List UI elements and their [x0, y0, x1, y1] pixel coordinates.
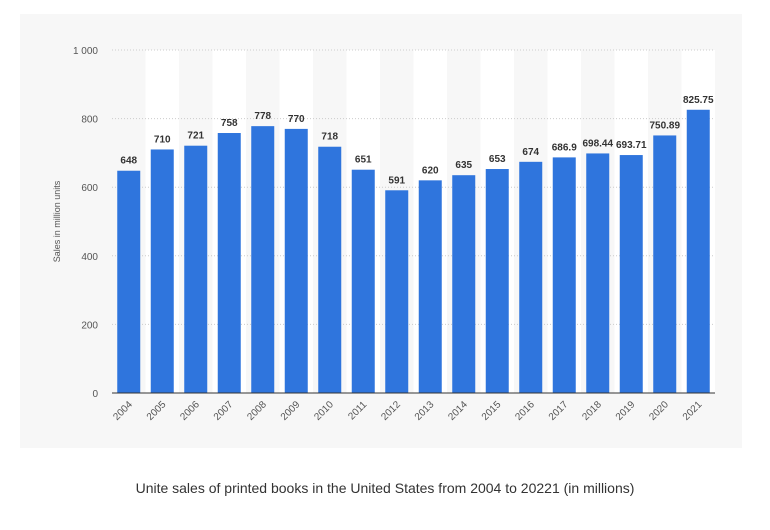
- x-tick-label: 2018: [580, 399, 604, 423]
- bar-2015: [485, 169, 509, 393]
- y-tick-label: 1 000: [73, 46, 98, 57]
- bar-2010: [318, 146, 342, 393]
- data-label: 651: [355, 155, 372, 166]
- bar-2006: [184, 145, 208, 393]
- x-tick-label: 2020: [647, 399, 671, 423]
- bar-2005: [150, 149, 174, 393]
- x-tick-label: 2005: [145, 399, 169, 423]
- data-label: 825.75: [683, 95, 714, 106]
- x-tick-label: 2009: [279, 399, 303, 423]
- data-label: 653: [489, 154, 506, 165]
- bar-2013: [418, 180, 442, 393]
- y-axis-title: Sales in million units: [52, 180, 62, 262]
- data-label: 721: [187, 131, 204, 142]
- x-tick-label: 2004: [111, 399, 135, 423]
- x-tick-label: 2007: [212, 399, 236, 423]
- bar-2011: [351, 169, 375, 393]
- bar-2016: [519, 161, 543, 393]
- chart-caption: Unite sales of printed books in the Unit…: [135, 480, 635, 496]
- bar-2004: [117, 170, 141, 393]
- bar-2017: [552, 157, 576, 393]
- y-tick-label: 800: [81, 115, 98, 126]
- y-tick-label: 600: [81, 183, 98, 194]
- bar-chart: 0 200 400 600 800 1 000 Sales in million units…: [52, 46, 715, 423]
- data-label: 620: [422, 165, 439, 176]
- bar-2012: [385, 190, 409, 393]
- data-label: 635: [455, 160, 472, 171]
- x-tick-label: 2016: [513, 399, 537, 423]
- data-label: 648: [120, 156, 137, 167]
- data-label: 710: [154, 134, 171, 145]
- data-label: 718: [321, 132, 338, 143]
- x-tick-label: 2014: [446, 399, 470, 423]
- x-tick-label: 2010: [312, 399, 336, 423]
- data-label: 674: [522, 147, 539, 158]
- data-label: 693.71: [616, 140, 647, 151]
- data-label: 750.89: [649, 120, 680, 131]
- data-label: 686.9: [552, 142, 577, 153]
- data-label: 770: [288, 114, 305, 125]
- data-label: 758: [221, 118, 238, 129]
- data-label: 778: [254, 111, 271, 122]
- bar-2021: [686, 109, 710, 393]
- x-tick-label: 2015: [480, 399, 504, 423]
- y-tick-label: 400: [81, 252, 98, 263]
- bar-2007: [217, 133, 241, 394]
- bar-2019: [619, 155, 643, 393]
- data-label: 591: [388, 175, 405, 186]
- x-tick-label: 2012: [379, 399, 403, 423]
- x-tick-label: 2011: [346, 399, 369, 422]
- y-tick-label: 0: [92, 389, 98, 400]
- x-tick-label: 2017: [547, 399, 571, 423]
- bar-2018: [586, 153, 610, 393]
- bar-2020: [653, 135, 677, 393]
- bar-2008: [251, 126, 275, 394]
- x-tick-label: 2008: [245, 399, 269, 423]
- x-tick-label: 2013: [413, 399, 437, 423]
- x-tick-label: 2021: [681, 399, 705, 423]
- y-tick-label: 200: [81, 320, 98, 331]
- x-tick-label: 2006: [178, 399, 202, 423]
- data-label: 698.44: [582, 138, 613, 149]
- bar-2014: [452, 175, 476, 393]
- bar-2009: [284, 128, 308, 393]
- x-tick-label: 2019: [614, 399, 638, 423]
